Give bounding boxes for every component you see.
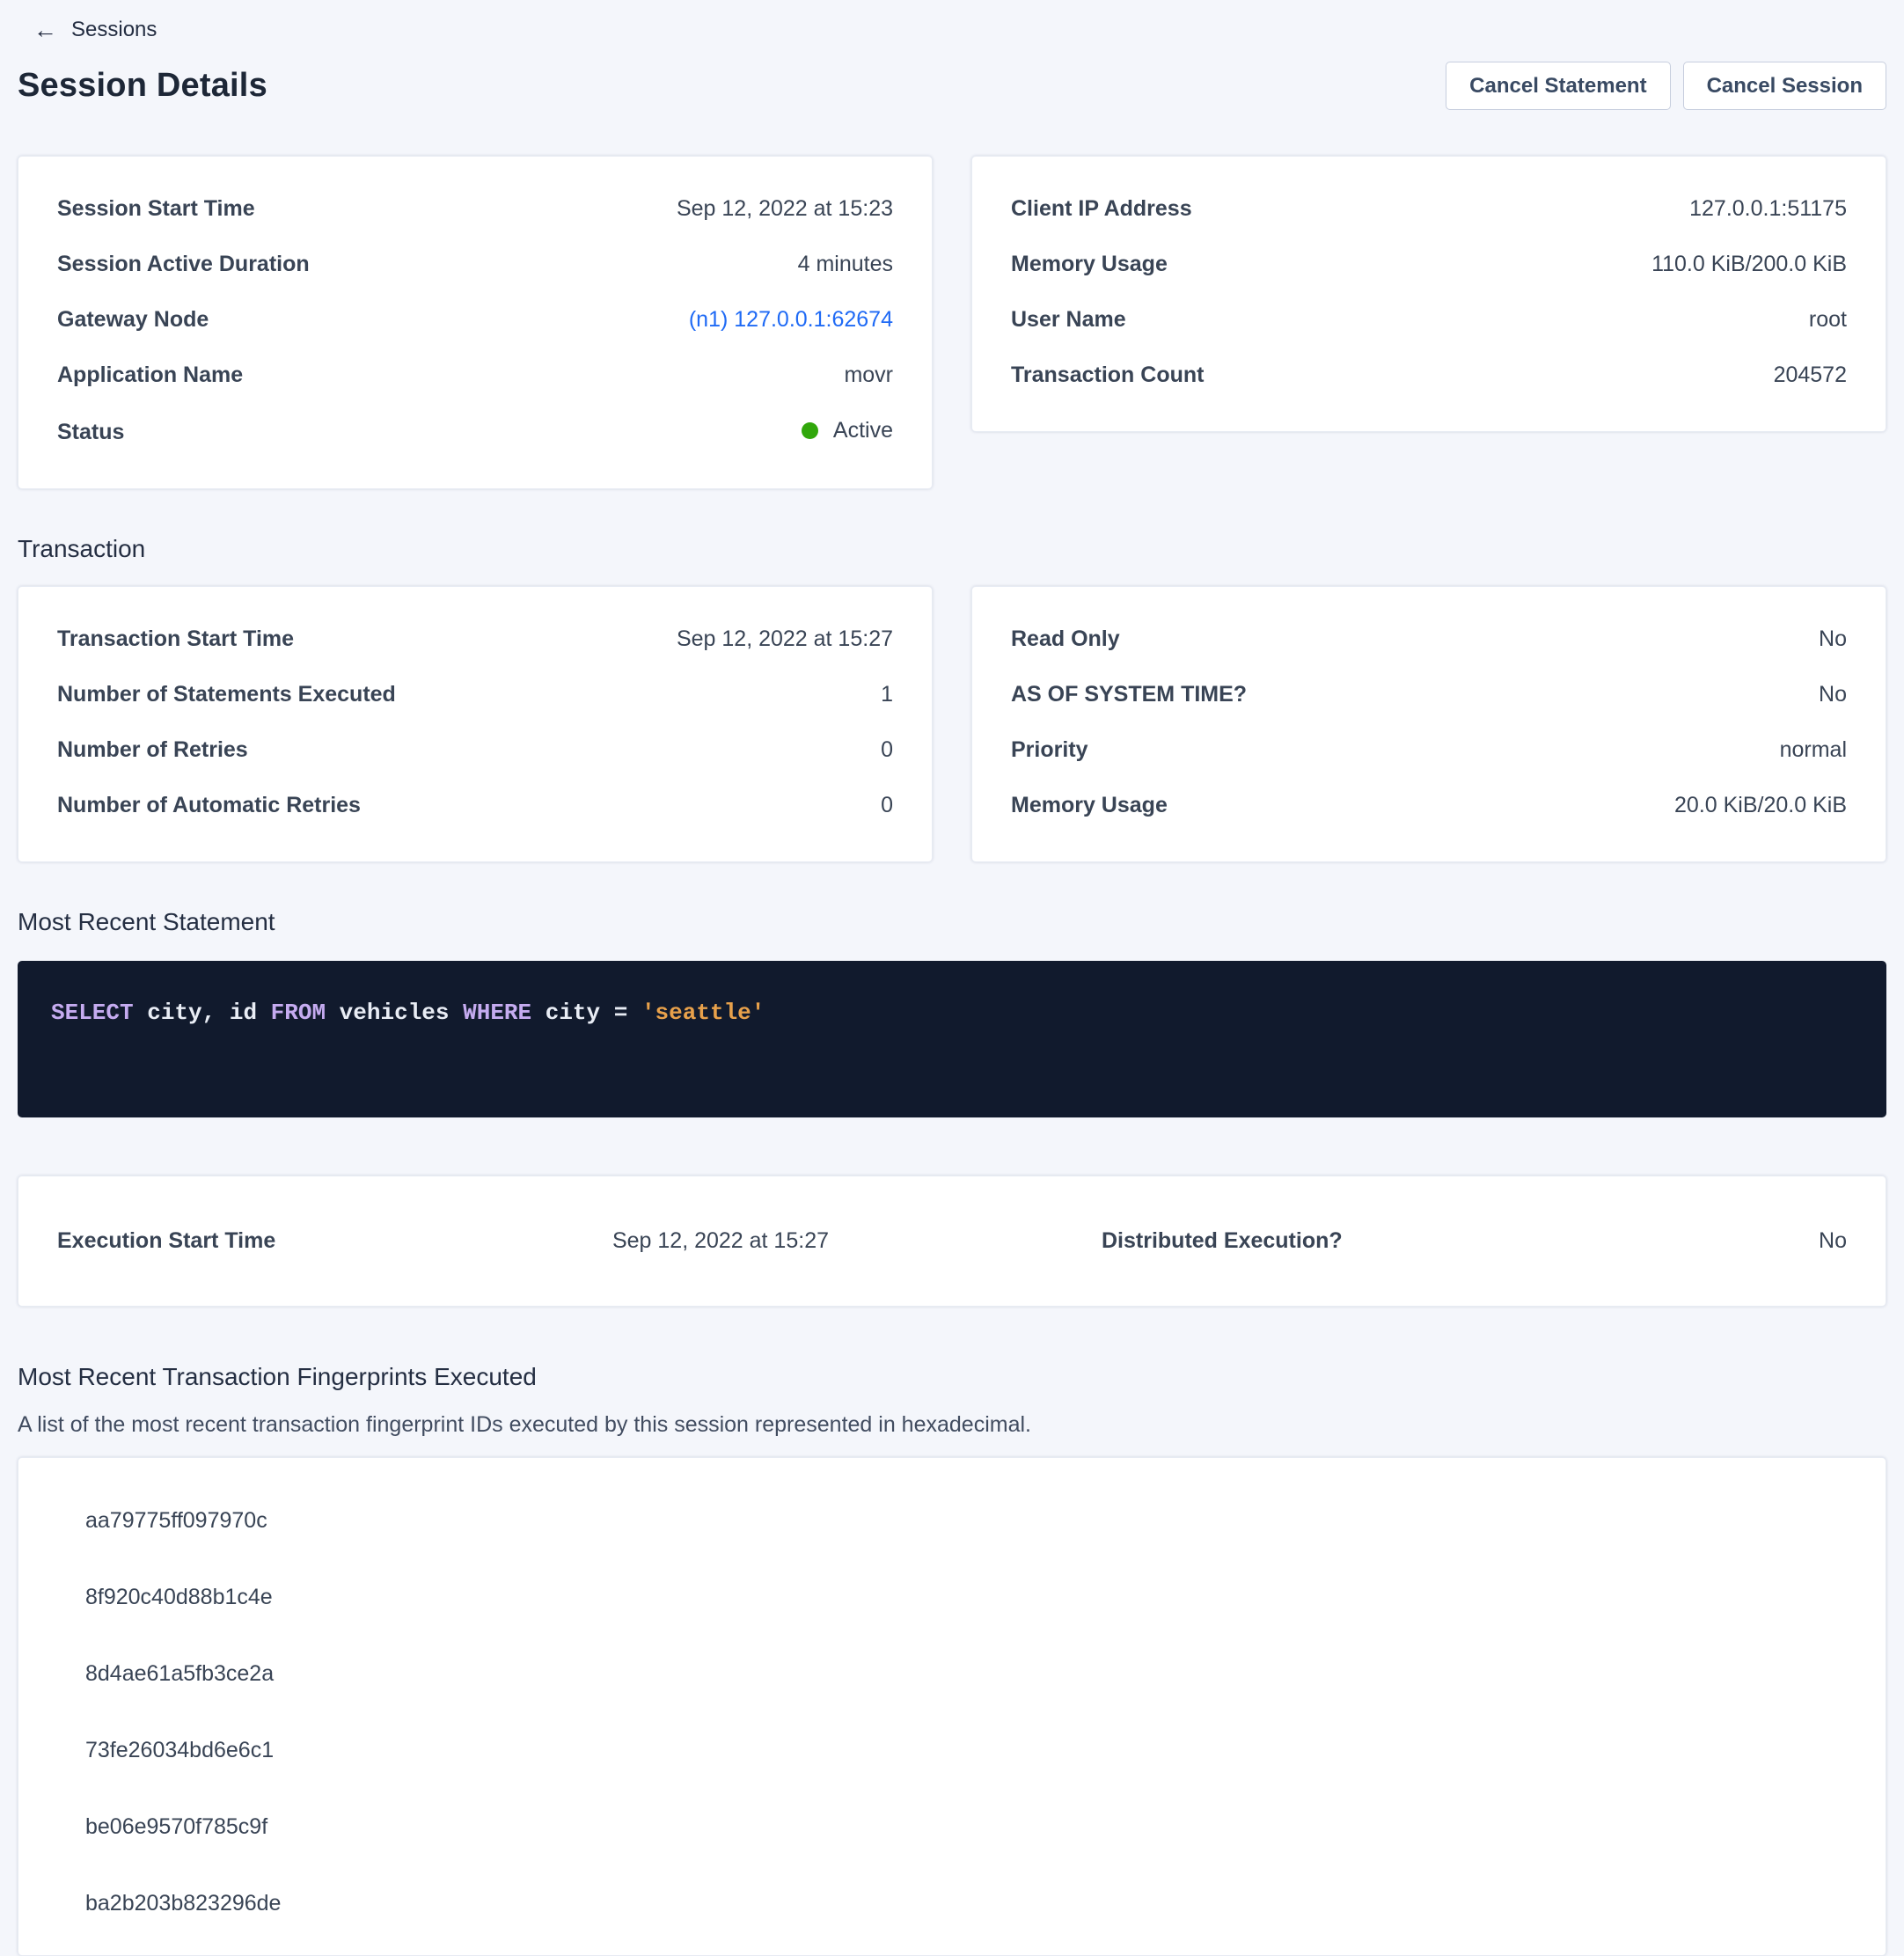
transaction-row: Transaction Start Time Sep 12, 2022 at 1… — [18, 586, 1886, 862]
row-label: Execution Start Time — [57, 1228, 276, 1253]
statement-section-title: Most Recent Statement — [18, 908, 275, 935]
row-value: No — [1819, 626, 1847, 651]
row-label: Status — [57, 420, 125, 444]
transaction-section-title: Transaction — [18, 535, 146, 562]
info-row: Session Start Time Sep 12, 2022 at 15:23 — [57, 195, 893, 223]
info-row: Memory Usage 20.0 KiB/20.0 KiB — [1011, 792, 1847, 819]
transaction-card-right: Read Only No AS OF SYSTEM TIME? No Prior… — [971, 586, 1886, 862]
row-value: 110.0 KiB/200.0 KiB — [1651, 252, 1847, 276]
session-summary-row: Session Start Time Sep 12, 2022 at 15:23… — [18, 156, 1886, 489]
row-value: 127.0.0.1:51175 — [1689, 196, 1847, 221]
sql-token: vehicles — [326, 1000, 464, 1026]
row-label: Memory Usage — [1011, 252, 1168, 276]
sql-token: city, id — [133, 1000, 271, 1026]
info-row: Transaction Start Time Sep 12, 2022 at 1… — [57, 626, 893, 653]
sql-statement-code: SELECT city, id FROM vehicles WHERE city… — [51, 1000, 765, 1026]
row-value: Sep 12, 2022 at 15:27 — [676, 626, 893, 651]
sql-token: SELECT — [51, 1000, 134, 1026]
info-row: User Name root — [1011, 306, 1847, 333]
info-row: Gateway Node (n1) 127.0.0.1:62674 — [57, 306, 893, 333]
fingerprint-item: 8f920c40d88b1c4e — [85, 1585, 273, 1609]
sql-statement-box: SELECT city, id FROM vehicles WHERE city… — [18, 961, 1886, 1117]
row-label: Application Name — [57, 363, 244, 387]
sql-token: 'seattle' — [641, 1000, 765, 1026]
row-value: No — [1819, 682, 1847, 707]
row-value: 4 minutes — [797, 252, 893, 276]
row-label: Client IP Address — [1011, 196, 1192, 221]
row-label: Session Start Time — [57, 196, 255, 221]
row-label: Read Only — [1011, 626, 1120, 651]
row-label: AS OF SYSTEM TIME? — [1011, 682, 1248, 707]
fingerprints-description: A list of the most recent transaction fi… — [18, 1412, 1031, 1437]
info-row: Priority normal — [1011, 736, 1847, 764]
info-row: AS OF SYSTEM TIME? No — [1011, 681, 1847, 708]
row-value: 204572 — [1773, 363, 1847, 387]
sql-token: FROM — [270, 1000, 326, 1026]
status-badge: Active — [801, 417, 893, 444]
sql-token: city = — [531, 1000, 641, 1026]
info-row: Read Only No — [1011, 626, 1847, 653]
back-link-label: Sessions — [71, 18, 157, 41]
row-label: Number of Statements Executed — [57, 682, 396, 707]
row-label: Priority — [1011, 737, 1088, 762]
execution-card: Execution Start Time Sep 12, 2022 at 15:… — [18, 1176, 1886, 1307]
session-summary-card-right: Client IP Address 127.0.0.1:51175 Memory… — [971, 156, 1886, 432]
header-buttons: Cancel Statement Cancel Session — [1446, 62, 1886, 110]
info-row: Application Name movr — [57, 362, 893, 389]
row-label: Number of Automatic Retries — [57, 793, 361, 817]
gateway-node-link[interactable]: (n1) 127.0.0.1:62674 — [688, 307, 893, 332]
row-value: normal — [1779, 737, 1847, 762]
info-row: Transaction Count 204572 — [1011, 362, 1847, 389]
fingerprint-item: aa79775ff097970c — [85, 1508, 267, 1533]
fingerprint-item: 73fe26034bd6e6c1 — [85, 1738, 275, 1762]
fingerprint-item: 8d4ae61a5fb3ce2a — [85, 1661, 275, 1686]
info-row: Memory Usage 110.0 KiB/200.0 KiB — [1011, 251, 1847, 278]
row-label: Transaction Count — [1011, 363, 1205, 387]
info-row: Execution Start Time Sep 12, 2022 at 15:… — [57, 1227, 952, 1255]
row-label: Number of Retries — [57, 737, 248, 762]
row-value: Sep 12, 2022 at 15:23 — [676, 196, 893, 221]
fingerprints-card: aa79775ff097970c 8f920c40d88b1c4e 8d4ae6… — [18, 1457, 1886, 1956]
info-row: Session Active Duration 4 minutes — [57, 251, 893, 278]
row-value: 0 — [881, 737, 893, 762]
session-summary-card-left: Session Start Time Sep 12, 2022 at 15:23… — [18, 156, 933, 489]
sql-token: WHERE — [463, 1000, 532, 1026]
row-label: Transaction Start Time — [57, 626, 295, 651]
info-row: Number of Retries 0 — [57, 736, 893, 764]
row-value: root — [1808, 307, 1847, 332]
fingerprint-item: be06e9570f785c9f — [85, 1814, 268, 1839]
page-title: Session Details — [18, 67, 267, 104]
cancel-statement-button[interactable]: Cancel Statement — [1446, 62, 1671, 110]
fingerprints-section-title: Most Recent Transaction Fingerprints Exe… — [18, 1363, 537, 1390]
row-label: Gateway Node — [57, 307, 209, 332]
info-row: Client IP Address 127.0.0.1:51175 — [1011, 195, 1847, 223]
transaction-card-left: Transaction Start Time Sep 12, 2022 at 1… — [18, 586, 933, 862]
row-value: movr — [844, 363, 893, 387]
status-active-dot-icon — [801, 422, 818, 439]
info-row: Number of Automatic Retries 0 — [57, 792, 893, 819]
back-arrow-icon: ← — [33, 16, 57, 43]
fingerprint-item: ba2b203b823296de — [85, 1891, 282, 1916]
cancel-session-button[interactable]: Cancel Session — [1682, 62, 1886, 110]
info-row: Distributed Execution? No — [952, 1227, 1847, 1255]
row-label: User Name — [1011, 307, 1126, 332]
info-row: Status Active — [57, 417, 893, 446]
row-value: 20.0 KiB/20.0 KiB — [1674, 793, 1847, 817]
row-value: 0 — [881, 793, 893, 817]
row-label: Session Active Duration — [57, 252, 310, 276]
row-value: 1 — [881, 682, 893, 707]
info-row: Number of Statements Executed 1 — [57, 681, 893, 708]
back-to-sessions-link[interactable]: ← Sessions — [33, 18, 157, 42]
page-header: Session Details Cancel Statement Cancel … — [18, 62, 1886, 110]
row-value: Sep 12, 2022 at 15:27 — [611, 1228, 829, 1253]
row-label: Distributed Execution? — [1102, 1228, 1343, 1253]
row-label: Memory Usage — [1011, 793, 1168, 817]
row-value: No — [1819, 1228, 1847, 1253]
status-text: Active — [832, 418, 893, 443]
